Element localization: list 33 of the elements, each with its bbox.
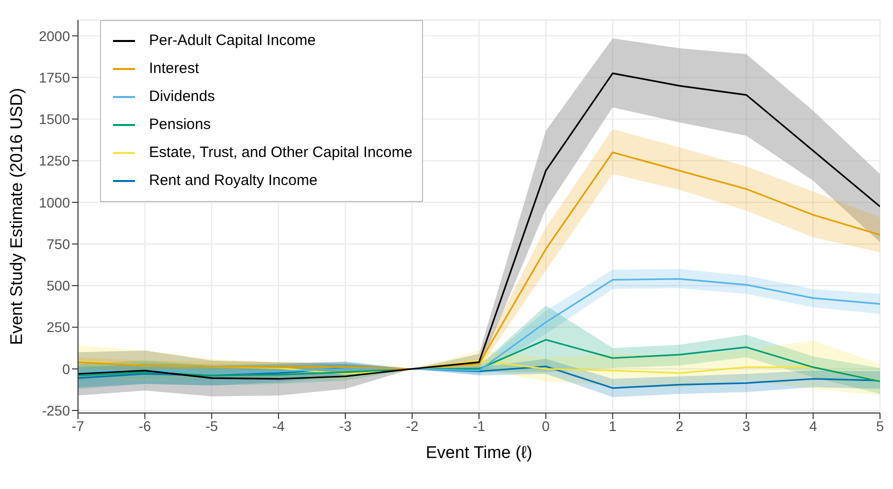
x-tick-label: 1 — [608, 418, 617, 434]
y-tick-label: 1500 — [38, 111, 70, 128]
x-tick-label: -7 — [72, 418, 84, 434]
y-tick-label: 2000 — [38, 28, 70, 44]
line-series — [78, 338, 880, 382]
x-tick-label: -3 — [339, 418, 352, 434]
y-tick-label: 750 — [46, 236, 70, 252]
y-axis-title: Event Study Estimate (2016 USD) — [7, 88, 26, 346]
y-tick-label: 1750 — [38, 69, 70, 86]
x-tick-label: -6 — [138, 418, 152, 434]
x-tick-label: -2 — [406, 418, 419, 434]
y-tick-label: 250 — [46, 319, 70, 336]
legend-label: Interest — [149, 59, 200, 79]
legend-label: Per-Adult Capital Income — [149, 31, 316, 51]
line-series — [78, 278, 880, 373]
y-tick-label: 1000 — [38, 194, 70, 210]
x-tick-label: -1 — [472, 418, 486, 434]
x-tick-label: 4 — [809, 418, 818, 434]
legend-label: Estate, Trust, and Other Capital Income — [149, 143, 412, 163]
x-tick-label: 5 — [876, 418, 884, 434]
x-axis-title: Event Time (ℓ) — [426, 443, 532, 462]
x-tick-label: 2 — [676, 418, 684, 434]
legend-label: Dividends — [149, 87, 215, 107]
x-tick-label: -5 — [205, 418, 218, 434]
x-tick-label: 0 — [542, 418, 550, 434]
legend-label: Rent and Royalty Income — [149, 171, 318, 191]
y-tick-label: 1250 — [38, 152, 70, 169]
x-tick-label: -4 — [272, 418, 285, 434]
y-tick-label: 0 — [62, 360, 70, 377]
y-tick-label: 500 — [46, 278, 70, 294]
y-tick-label: -250 — [42, 402, 70, 418]
legend-label: Pensions — [149, 115, 211, 135]
x-tick-label: 3 — [742, 418, 750, 434]
